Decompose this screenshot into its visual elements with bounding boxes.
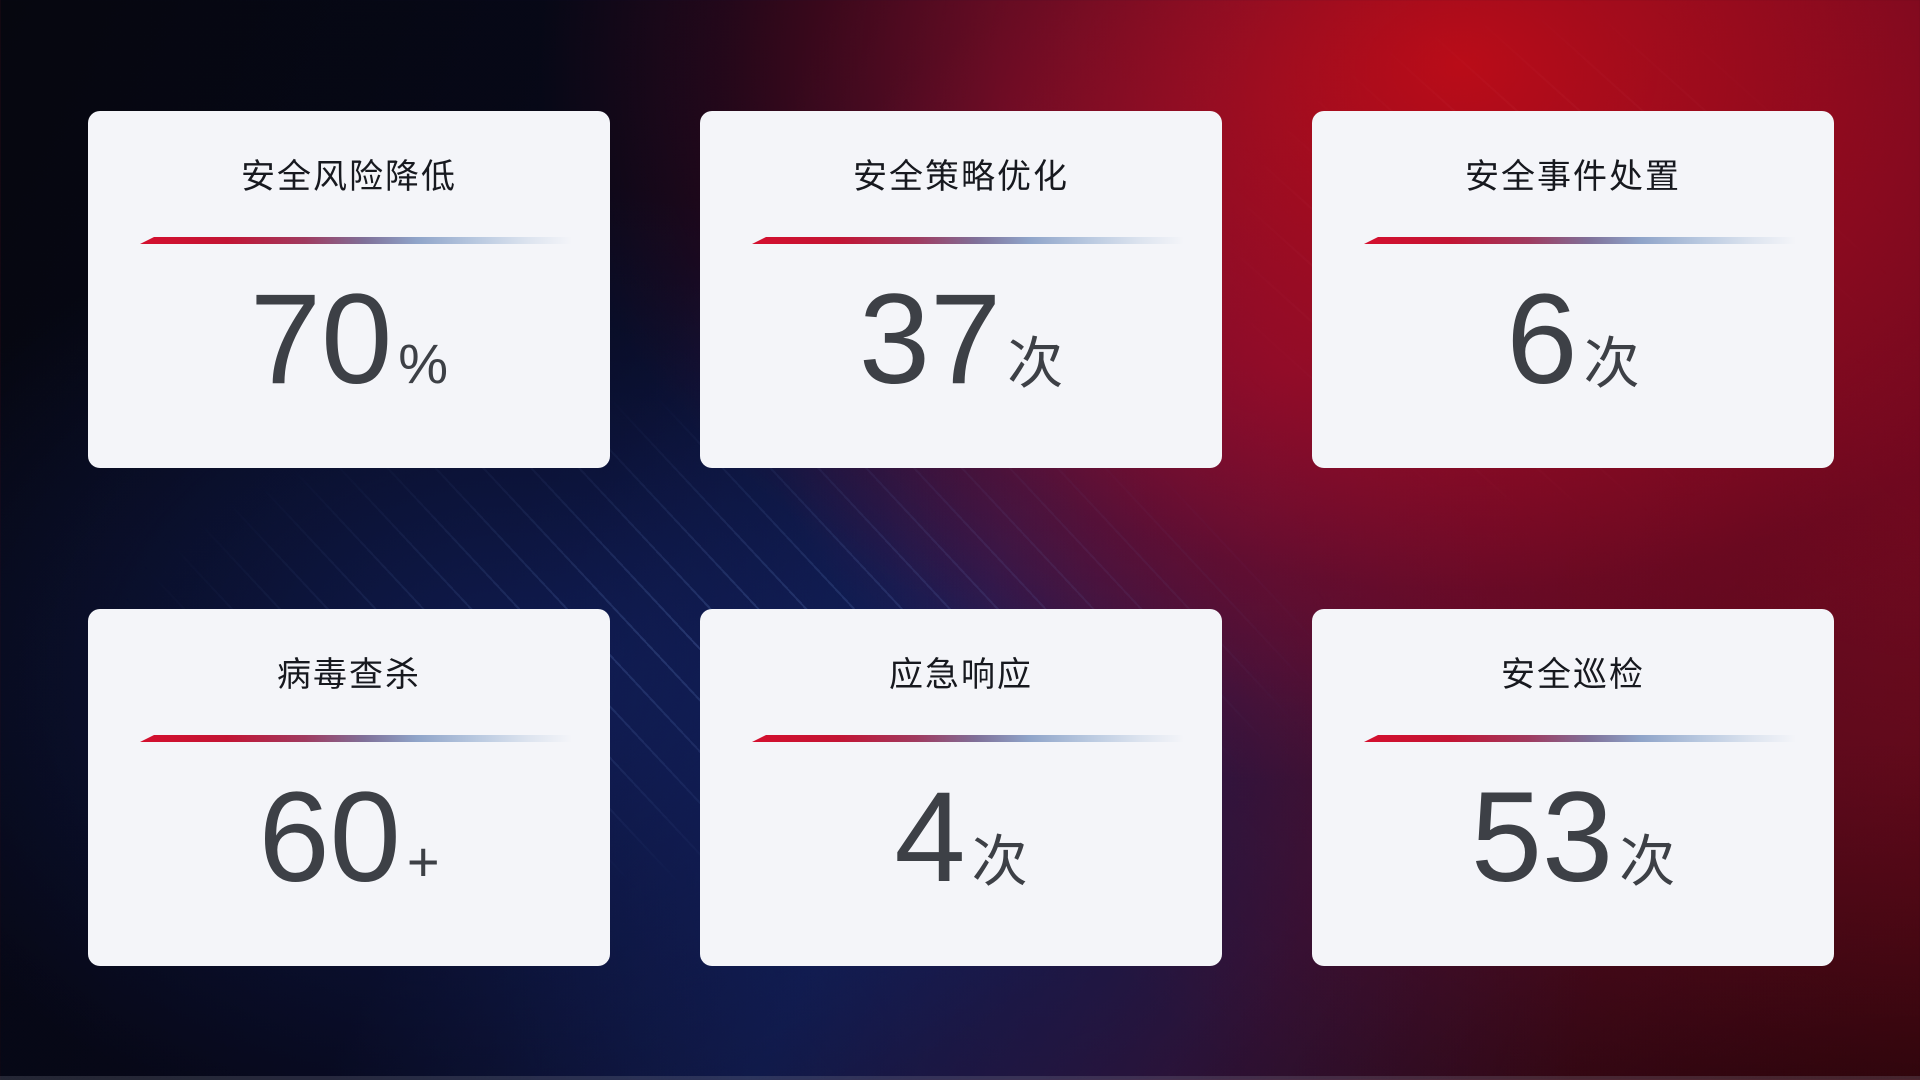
card-security-incident-handling: 安全事件处置 6 次 (1312, 111, 1834, 468)
card-title: 病毒查杀 (277, 656, 421, 694)
stat-value-row: 4 次 (894, 774, 1027, 902)
stat-value: 6 (1506, 268, 1578, 411)
stat-value-row: 70 % (250, 276, 448, 404)
gradient-divider-line (1364, 735, 1796, 742)
gradient-divider-line (752, 735, 1184, 742)
stats-grid: 安全风险降低 70 % 安全策略优化 37 次 安全事件处置 6 次 病毒查杀 … (88, 111, 1834, 966)
card-title: 应急响应 (889, 656, 1033, 694)
stat-value-row: 60 + (258, 774, 439, 902)
stat-value: 4 (894, 766, 966, 909)
stat-value-row: 53 次 (1471, 774, 1675, 902)
stat-unit: 次 (1583, 332, 1640, 395)
card-title: 安全巡检 (1501, 656, 1645, 694)
stat-unit: 次 (1619, 830, 1676, 893)
stat-unit: 次 (971, 830, 1028, 893)
stat-value: 70 (249, 268, 393, 411)
card-title: 安全策略优化 (853, 158, 1069, 196)
card-virus-scan: 病毒查杀 60 + (88, 609, 610, 966)
stat-unit: + (406, 830, 440, 893)
stat-value: 53 (1470, 766, 1614, 909)
gradient-divider-line (140, 735, 572, 742)
stat-value: 60 (258, 766, 401, 909)
card-security-policy-optimization: 安全策略优化 37 次 (700, 111, 1222, 468)
card-title: 安全事件处置 (1465, 158, 1681, 196)
bottom-edge-strip (0, 1076, 1920, 1080)
stat-value-row: 37 次 (859, 276, 1063, 404)
stat-unit: 次 (1007, 332, 1064, 395)
gradient-divider-line (140, 237, 572, 244)
stat-unit: % (398, 332, 449, 395)
card-security-risk-reduction: 安全风险降低 70 % (88, 111, 610, 468)
gradient-divider-line (752, 237, 1184, 244)
gradient-divider-line (1364, 237, 1796, 244)
stat-value-row: 6 次 (1506, 276, 1639, 404)
card-title: 安全风险降低 (241, 158, 457, 196)
card-security-inspection: 安全巡检 53 次 (1312, 609, 1834, 966)
card-emergency-response: 应急响应 4 次 (700, 609, 1222, 966)
stat-value: 37 (858, 268, 1002, 411)
